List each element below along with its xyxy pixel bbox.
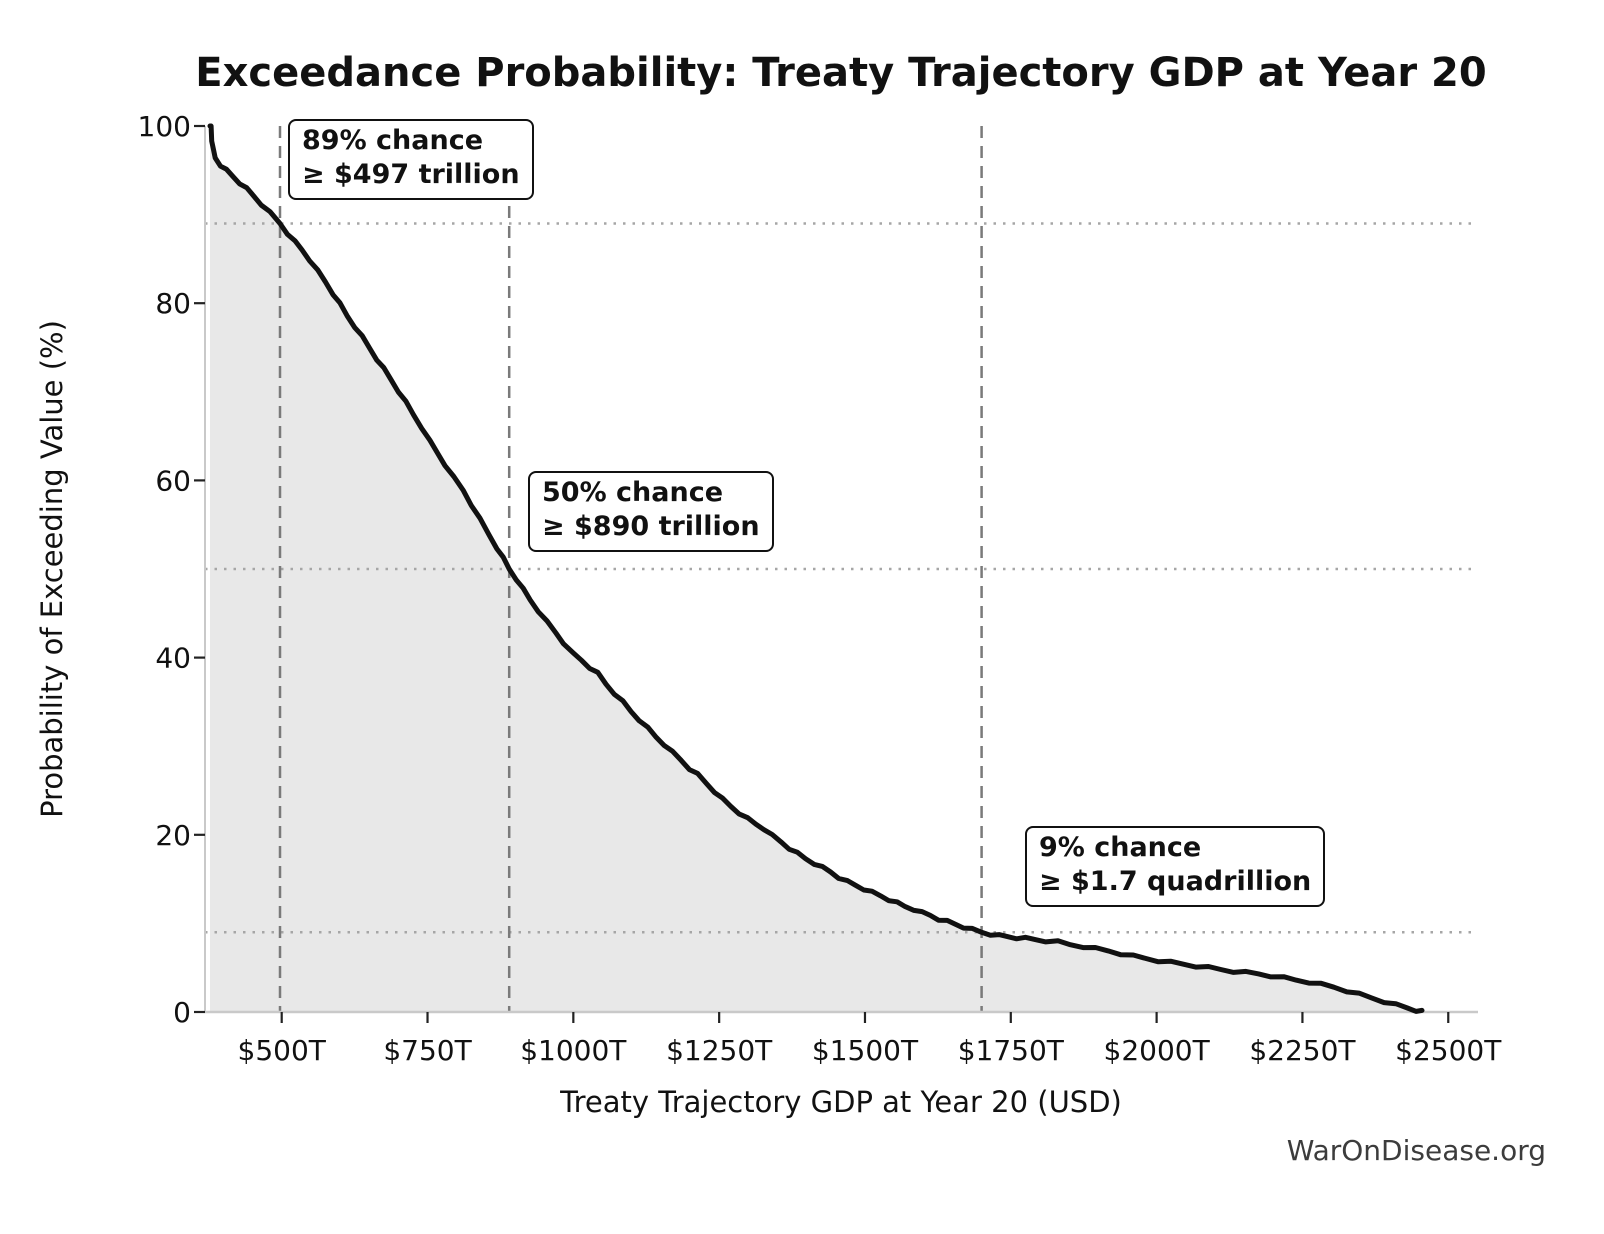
dotted-horizontal-reference-lines (205, 222, 1478, 934)
y-tick-label: 20 (155, 819, 191, 852)
x-tick-label: $1000T (520, 1034, 627, 1067)
x-axis-label: Treaty Trajectory GDP at Year 20 (USD) (559, 1085, 1122, 1119)
x-tick-label: $1250T (666, 1034, 773, 1067)
y-axis-label: Probability of Exceeding Value (%) (35, 320, 69, 818)
x-tick-label: $1750T (958, 1034, 1065, 1067)
annotation-50pct-line1: 50% chance (542, 477, 724, 508)
y-tick-label: 100 (138, 110, 191, 143)
annotation-9pct-line2: ≥ $1.7 quadrillion (1039, 866, 1312, 897)
x-tick-label: $1500T (812, 1034, 919, 1067)
annotation-89pct-line1: 89% chance (302, 125, 484, 156)
y-tick-label: 60 (155, 464, 191, 497)
axes-spines (204, 126, 1478, 1014)
y-tick-label: 0 (173, 996, 191, 1029)
annotation-50pct-line2: ≥ $890 trillion (542, 511, 760, 542)
annotation-50pct: 50% chance ≥ $890 trillion (528, 471, 774, 552)
annotation-9pct-line1: 9% chance (1039, 832, 1202, 863)
annotation-89pct-line2: ≥ $497 trillion (302, 159, 520, 190)
watermark: WarOnDisease.org (1287, 1134, 1546, 1167)
x-tick-label: $2500T (1395, 1034, 1502, 1067)
y-tick-label: 80 (155, 287, 191, 320)
annotation-89pct: 89% chance ≥ $497 trillion (288, 119, 534, 200)
axis-ticks: 0 20 40 60 80 100 $500T $750T $1000T $1250T $1500T… (138, 110, 1503, 1067)
x-tick-label: $2000T (1104, 1034, 1211, 1067)
y-tick-label: 40 (155, 642, 191, 675)
exceedance-curve (207, 123, 1425, 1014)
annotation-9pct: 9% chance ≥ $1.7 quadrillion (1025, 826, 1326, 907)
curve-fill-area (210, 126, 1422, 1012)
chart-title: Exceedance Probability: Treaty Trajector… (195, 50, 1486, 96)
x-tick-label: $2250T (1249, 1034, 1356, 1067)
x-tick-label: $500T (238, 1034, 327, 1067)
x-tick-label: $750T (383, 1034, 472, 1067)
